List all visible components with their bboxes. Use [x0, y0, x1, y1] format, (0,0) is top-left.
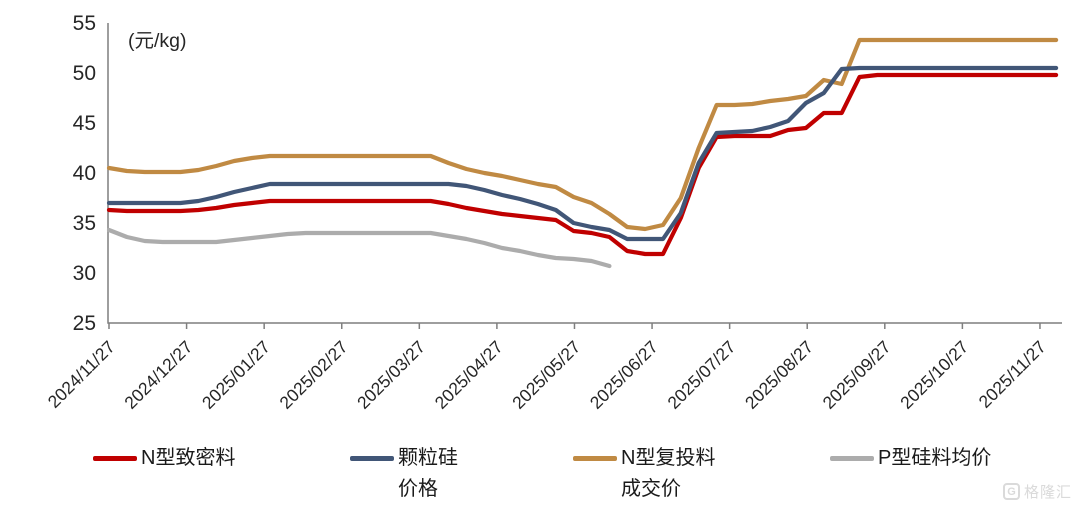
x-tick-label: 2025/02/27 — [275, 337, 351, 413]
x-tick-label: 2024/11/27 — [44, 337, 119, 412]
legend-swatch-n-type-recharge — [573, 456, 617, 461]
legend-text-line: 颗粒硅 — [398, 447, 458, 469]
legend-item-n-type-recharge: N型复投料 成交价 — [573, 443, 715, 505]
axis-lines — [107, 23, 1062, 324]
x-tick-label: 2025/03/27 — [353, 337, 429, 413]
x-tick-label: 2024/12/27 — [120, 337, 196, 413]
y-tick-label: 45 — [73, 112, 96, 135]
legend-label: 颗粒硅 价格 — [398, 443, 458, 505]
x-tick-label: 2025/04/27 — [431, 337, 507, 413]
legend-text-line: P型硅料均价 — [878, 447, 992, 469]
gelonghui-watermark: G 格隆汇 — [1002, 481, 1072, 502]
x-tick-label: 2025/09/27 — [819, 337, 895, 413]
x-tick-label: 2025/11/27 — [975, 337, 1050, 412]
legend-item-n-type-dense: N型致密料 — [93, 443, 235, 474]
series-line-p-type-avg — [106, 227, 612, 269]
x-tick-label: 2025/07/27 — [663, 337, 739, 413]
y-tick-label: 35 — [73, 212, 96, 235]
legend-swatch-granular-si — [350, 456, 394, 461]
x-tick-label: 2025/06/27 — [586, 337, 662, 413]
y-tick-label: 30 — [73, 262, 96, 285]
y-tick-label: 40 — [73, 162, 96, 185]
y-tick-label: 55 — [73, 12, 96, 35]
x-tick-label: 2025/01/27 — [198, 337, 274, 413]
y-tick-label: 50 — [73, 62, 96, 85]
watermark-text: 格隆汇 — [1023, 484, 1072, 501]
series-line-n-type-recharge — [106, 37, 1059, 232]
legend-text-line: 价格 — [398, 478, 438, 500]
chart-legend: N型致密料 颗粒硅 价格 N型复投料 成交价 P型硅料均价 — [0, 443, 1080, 507]
legend-text-line: N型致密料 — [141, 447, 236, 469]
y-axis-unit-label: (元/kg) — [128, 30, 187, 52]
legend-swatch-p-type-avg — [830, 456, 874, 461]
gelonghui-logo-icon: G — [1002, 483, 1020, 500]
legend-text-line: N型复投料 — [621, 447, 716, 469]
price-chart-svg: 2024/11/27 2024/12/27 2025/01/27 2025/02/27… — [44, 12, 1062, 413]
legend-text-line: 成交价 — [621, 478, 681, 500]
legend-item-granular-si: 颗粒硅 价格 — [350, 443, 458, 505]
legend-label: P型硅料均价 — [878, 443, 991, 474]
price-chart: 2024/11/27 2024/12/27 2025/01/27 2025/02/27… — [44, 12, 1062, 413]
x-tick-label: 2025/10/27 — [896, 337, 972, 413]
series-line-n-type-dense — [106, 72, 1059, 257]
series-line-granular-si — [106, 65, 1059, 242]
x-tick-label: 2025/05/27 — [508, 337, 584, 413]
legend-item-p-type-avg: P型硅料均价 — [830, 443, 991, 474]
legend-label: N型致密料 — [141, 443, 235, 474]
legend-swatch-n-type-dense — [93, 456, 137, 461]
x-tick-label: 2025/08/27 — [741, 337, 817, 413]
legend-label: N型复投料 成交价 — [621, 443, 715, 505]
y-tick-label: 25 — [73, 312, 96, 335]
